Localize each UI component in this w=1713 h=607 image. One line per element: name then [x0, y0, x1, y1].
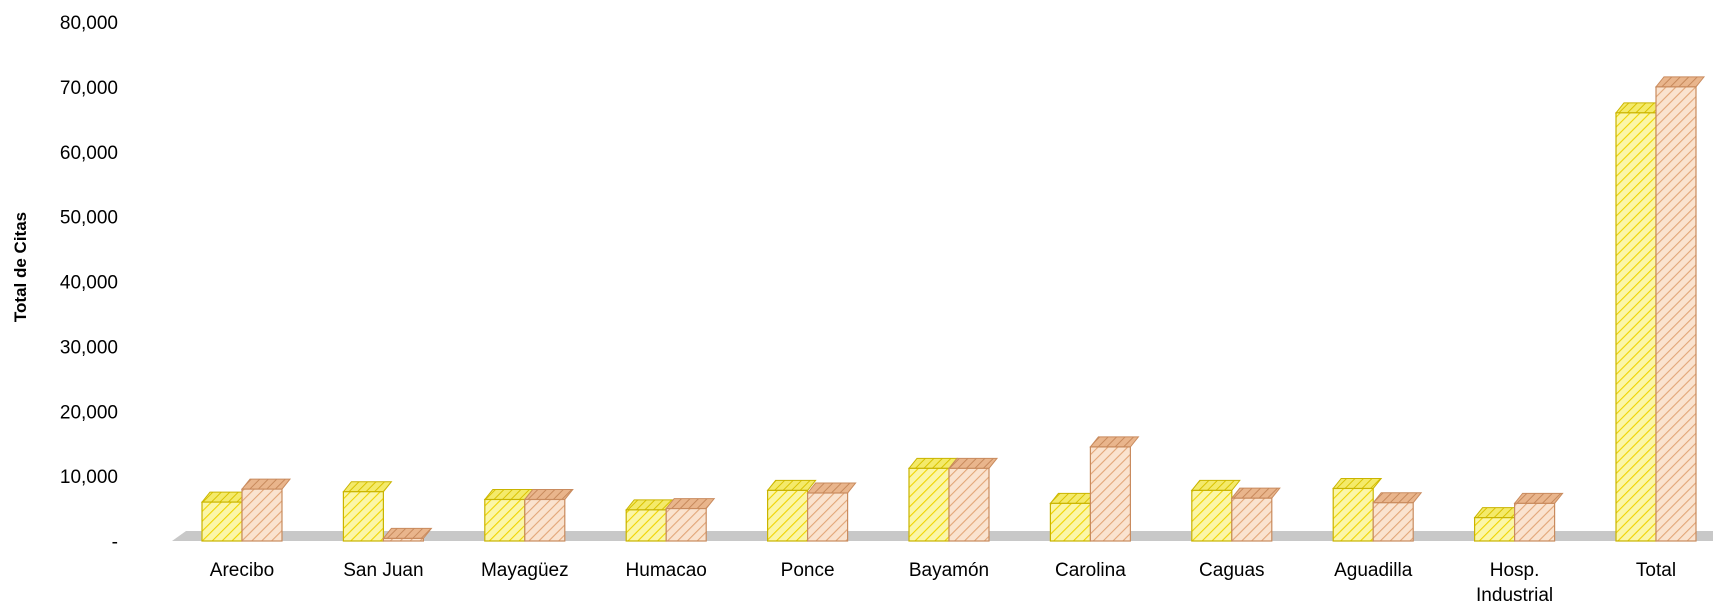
bar-front [484, 498, 526, 542]
bar-front [1473, 517, 1516, 542]
bar-top [947, 457, 999, 469]
bar-series-1 [1614, 102, 1666, 542]
bar-top [523, 488, 574, 500]
bar-front [1332, 487, 1374, 542]
x-tick-label: San Juan [343, 560, 423, 581]
bar-front [241, 488, 283, 542]
bar-group [907, 457, 999, 542]
y-tick-label: 20,000 [60, 402, 118, 423]
y-tick-label: 60,000 [60, 143, 118, 164]
bar-series-2 [665, 498, 716, 542]
bar-front [766, 489, 809, 542]
x-tick-label: Total [1636, 560, 1676, 581]
bar-group [1473, 492, 1564, 542]
bar-top [1372, 492, 1423, 504]
bar-top [1513, 492, 1564, 504]
bar-front [908, 467, 950, 542]
bar-group [766, 479, 857, 542]
bar-series-2 [1654, 76, 1706, 542]
bar-series-1 [766, 479, 817, 542]
bar-series-2 [1513, 492, 1564, 542]
y-tick-label: - [112, 532, 118, 553]
y-axis-title: Total de Citas [11, 212, 30, 322]
y-tick-label: 30,000 [60, 337, 118, 358]
bar-front [201, 501, 243, 542]
y-tick-label: 80,000 [60, 13, 118, 34]
bar-series-2 [1230, 487, 1281, 542]
bar-top [1190, 479, 1241, 491]
bar-group [1614, 76, 1706, 542]
bar-group [1190, 479, 1281, 542]
bar-group [483, 488, 574, 542]
bar-group [1049, 436, 1140, 542]
bar-series-1 [200, 491, 252, 542]
bar-front [948, 467, 990, 542]
bar-top [342, 481, 393, 493]
bars [200, 76, 1706, 542]
y-axis: - 10,000 20,000 30,000 40,000 50,000 60,000 70,… [60, 13, 118, 553]
bar-front [1191, 489, 1233, 542]
bar-group [342, 481, 433, 542]
x-tick-label: Ponce [781, 560, 835, 581]
bar-front [382, 537, 424, 542]
x-tick-label: Hosp. [1490, 560, 1540, 581]
bar-front [1049, 502, 1092, 542]
bar-front [1513, 502, 1556, 542]
bar-group [625, 498, 716, 542]
bar-front [1615, 112, 1657, 542]
bar-series-1 [1190, 479, 1241, 542]
y-tick-label: 70,000 [60, 78, 118, 99]
bar-series-2 [240, 478, 292, 542]
bar-series-2 [947, 457, 999, 542]
bar-front [665, 507, 707, 542]
bar-series-2 [1089, 436, 1140, 542]
bar-top [240, 478, 292, 490]
bar-top [1654, 76, 1706, 88]
bar-series-1 [1332, 477, 1383, 542]
bar-top [806, 482, 857, 494]
y-tick-label: 50,000 [60, 208, 118, 229]
bar-top [1332, 477, 1383, 489]
x-tick-label: Bayamón [909, 560, 989, 581]
bar-top [766, 479, 817, 491]
y-tick-label: 10,000 [60, 467, 118, 488]
bar-front [1372, 502, 1414, 542]
bar-series-2 [382, 527, 433, 542]
x-tick-label: Aguadilla [1334, 560, 1413, 581]
bar-front [806, 492, 849, 542]
y-tick-label: 40,000 [60, 273, 118, 294]
bar-top [665, 498, 716, 510]
bar-top [1089, 436, 1140, 448]
bar-front [1231, 497, 1273, 542]
bar-top [1230, 487, 1281, 499]
bar-series-1 [907, 457, 959, 542]
bar-front [625, 509, 667, 542]
bar-front [1089, 446, 1132, 542]
bar-series-1 [342, 481, 393, 542]
x-tick-label: Mayagüez [481, 560, 569, 581]
bar-front [342, 491, 384, 542]
bar-group [200, 478, 292, 542]
bar-front [524, 498, 566, 542]
x-axis: Arecibo San Juan Mayagüez Humacao Ponce Bayam… [210, 560, 1676, 606]
x-tick-label: Humacao [626, 560, 707, 581]
bar-series-2 [1372, 492, 1423, 542]
x-tick-label: Arecibo [210, 560, 274, 581]
x-tick-label: Caguas [1199, 560, 1265, 581]
bar-series-1 [625, 499, 676, 542]
x-tick-label: Carolina [1055, 560, 1126, 581]
x-tick-label: Industrial [1476, 585, 1553, 606]
bar-front [1655, 86, 1697, 542]
bar-series-1 [1473, 507, 1524, 542]
bar-series-2 [806, 482, 857, 542]
bar-top [382, 527, 433, 539]
bar-series-2 [523, 488, 574, 542]
bar-group [1332, 477, 1423, 542]
